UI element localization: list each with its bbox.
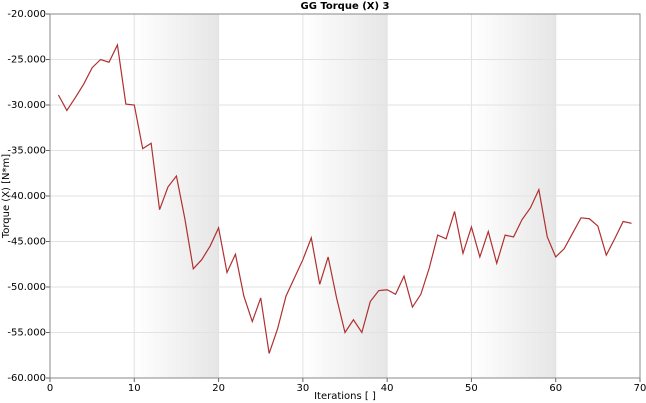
y-tick-label: -30.000	[7, 100, 46, 111]
y-tick-label: -60.000	[7, 373, 46, 384]
y-tick-label: -40.000	[7, 191, 46, 202]
x-axis-label: Iterations [ ]	[314, 391, 376, 402]
y-tick-label: -25.000	[7, 55, 46, 66]
y-tick-label: -45.000	[7, 237, 46, 248]
y-tick-label: -55.000	[7, 328, 46, 339]
x-tick-label: 10	[128, 383, 141, 394]
y-tick-label: -20.000	[7, 9, 46, 20]
x-tick-label: 70	[634, 383, 646, 394]
y-tick-label: -35.000	[7, 146, 46, 157]
data-line	[57, 42, 632, 354]
x-tick-label: 30	[296, 383, 309, 394]
x-tick-label: 20	[212, 383, 225, 394]
x-tick-label: 50	[465, 383, 478, 394]
y-tick-label: -50.000	[7, 282, 46, 293]
x-tick-label: 60	[549, 383, 562, 394]
x-tick-label: 0	[47, 383, 53, 394]
x-tick-label: 40	[381, 383, 394, 394]
y-axis-label: Torque (X) [N*m]	[1, 154, 12, 239]
plot-frame	[49, 13, 641, 379]
chart-title: GG Torque (X) 3	[300, 1, 389, 12]
